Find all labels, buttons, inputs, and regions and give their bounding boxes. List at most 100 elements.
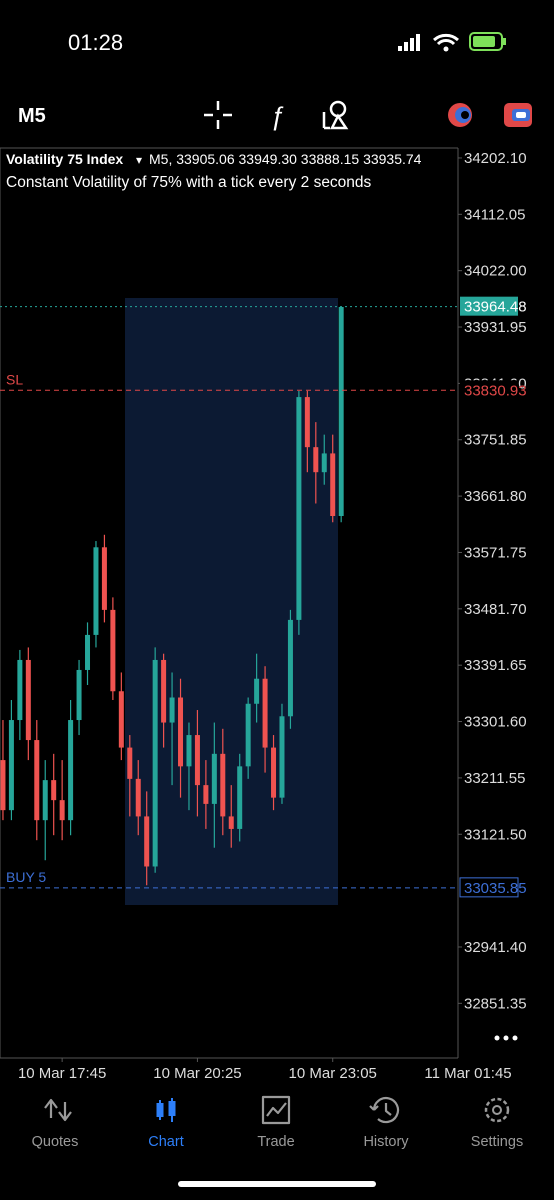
tab-icon — [369, 1097, 400, 1124]
candle-body — [127, 747, 133, 779]
more-button[interactable] — [494, 1035, 518, 1041]
candle-body — [330, 453, 336, 517]
tab-icon — [44, 1098, 72, 1122]
candle-body — [144, 816, 150, 867]
current-price-value: 33964.48 — [464, 299, 527, 316]
price-line-value: 33035.85 — [464, 880, 527, 897]
objects-button[interactable] — [322, 100, 349, 130]
account-button[interactable] — [448, 103, 472, 127]
y-tick-label: 33661.80 — [464, 488, 527, 505]
tab-label: History — [363, 1134, 409, 1150]
tab-label: Settings — [471, 1134, 523, 1150]
tab-icon — [492, 1105, 502, 1115]
candle-body — [8, 720, 14, 811]
home-indicator — [178, 1181, 376, 1187]
candle-body — [186, 735, 192, 767]
y-tick-label: 32851.35 — [464, 995, 527, 1012]
symbol-description: Constant Volatility of 75% with a tick e… — [6, 174, 372, 191]
tab-icon — [168, 1101, 176, 1116]
tab-label: Quotes — [32, 1134, 79, 1150]
tab-icon — [261, 1095, 291, 1125]
tab-label: Trade — [257, 1134, 294, 1150]
candle-body — [135, 778, 141, 817]
candle-body — [194, 735, 200, 786]
y-tick-label: 32941.40 — [464, 939, 527, 956]
candle-body — [93, 547, 99, 635]
price-line-label: BUY 5 — [6, 869, 46, 885]
candle-body — [287, 619, 293, 717]
candle-body — [76, 669, 82, 721]
candle-body — [25, 659, 31, 741]
price-line-value: 33830.93 — [464, 382, 527, 399]
candle-body — [152, 659, 158, 867]
status-icons — [398, 32, 506, 52]
tab-icon — [156, 1103, 164, 1117]
x-tick-label: 11 Mar 01:45 — [424, 1065, 511, 1082]
candle-body — [0, 760, 6, 811]
candle-body — [313, 447, 319, 473]
candle-body — [101, 547, 107, 610]
x-tick-label: 10 Mar 17:45 — [18, 1065, 106, 1082]
tab-icon — [484, 1097, 510, 1123]
candle-body — [203, 785, 209, 804]
tab-bar: Quotes Chart Trade History Settings — [32, 1095, 523, 1150]
current-price-tag — [460, 296, 518, 316]
y-tick-label: 33211.55 — [464, 770, 525, 787]
candle-body — [262, 678, 268, 748]
candle-body — [169, 697, 175, 723]
tab-1[interactable]: Chart — [148, 1098, 184, 1150]
status-time: 01:28 — [68, 30, 123, 55]
tab-4[interactable]: Settings — [471, 1097, 523, 1150]
candle-body — [296, 397, 302, 620]
y-tick-label: 33751.85 — [464, 432, 527, 449]
trade-button[interactable] — [504, 103, 532, 127]
y-tick-label: 34022.00 — [464, 263, 527, 280]
price-line-tag — [460, 380, 518, 400]
candle-body — [211, 753, 217, 804]
chart-area[interactable] — [0, 298, 344, 905]
candle-body — [245, 703, 251, 767]
candle-body — [237, 766, 243, 829]
candle-body — [228, 816, 234, 829]
candle-body — [254, 678, 260, 704]
candle-body — [220, 753, 226, 817]
symbol-name: Volatility 75 Index — [6, 151, 123, 167]
candle-body — [304, 397, 310, 448]
candle-body — [17, 659, 23, 721]
y-tick-label: 33301.60 — [464, 714, 527, 731]
candle-body — [34, 740, 40, 821]
crosshair-button[interactable] — [204, 101, 232, 129]
price-line-tag — [459, 877, 519, 898]
y-tick-label: 34202.10 — [464, 150, 527, 167]
candle-body — [321, 453, 327, 473]
ohlc-header: M5, 33905.06 33949.30 33888.15 33935.74 — [149, 151, 422, 167]
x-tick-label: 10 Mar 20:25 — [153, 1065, 241, 1082]
tab-0[interactable]: Quotes — [32, 1098, 79, 1150]
indicators-button[interactable]: ƒ — [270, 101, 284, 131]
y-tick-label: 34112.05 — [464, 206, 525, 223]
candle-body — [271, 747, 277, 798]
price-line-label: SL — [6, 371, 23, 387]
candle-body — [118, 691, 124, 748]
timeframe-button[interactable]: M5 — [18, 105, 46, 127]
x-tick-label: 10 Mar 23:05 — [289, 1065, 377, 1082]
candle-body — [338, 306, 344, 517]
candle-body — [59, 800, 65, 821]
candle-body — [279, 716, 285, 798]
y-tick-label: 33391.65 — [464, 657, 527, 674]
candle-body — [85, 634, 91, 670]
y-tick-label: 33481.70 — [464, 601, 527, 618]
symbol-marker: ▾ — [136, 153, 142, 167]
tab-3[interactable]: History — [363, 1097, 409, 1150]
candle-body — [110, 609, 116, 692]
candle-body — [68, 720, 74, 821]
y-tick-label: 33121.50 — [464, 826, 527, 843]
y-tick-label: 33571.75 — [464, 544, 527, 561]
y-tick-label: 33931.95 — [464, 319, 527, 336]
tab-label: Chart — [148, 1134, 183, 1150]
candle-body — [42, 780, 48, 821]
tab-2[interactable]: Trade — [257, 1095, 295, 1150]
candle-body — [178, 697, 184, 767]
candle-body — [51, 780, 57, 801]
